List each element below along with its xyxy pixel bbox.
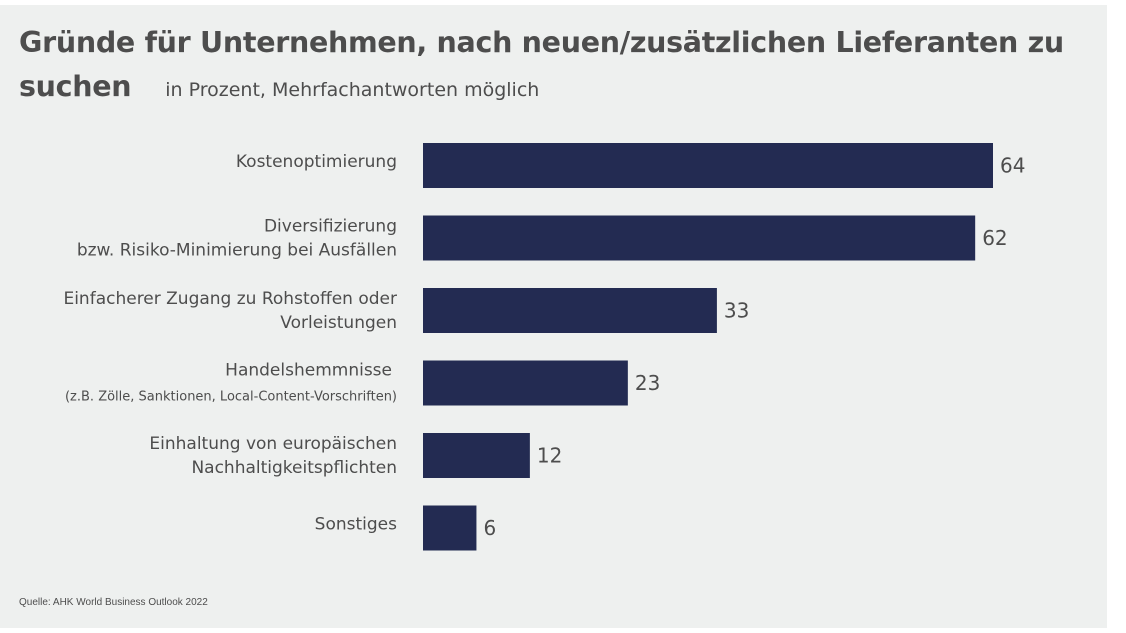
value-label-2: 33 <box>724 299 749 323</box>
bar-4 <box>423 433 530 478</box>
chart-card: Gründe für Unternehmen, nach neuen/zusät… <box>0 5 1107 628</box>
value-label-5: 6 <box>483 516 496 540</box>
category-label-2-line2: Vorleistungen <box>280 313 397 333</box>
category-label-1-line2: bzw. Risiko-Minimierung bei Ausfällen <box>77 241 397 261</box>
bar-0 <box>423 143 993 188</box>
bar-3 <box>423 360 628 406</box>
category-label-5: Sonstiges <box>315 515 397 535</box>
category-label-4-line2: Nachhaltigkeitspflichten <box>191 458 397 478</box>
category-label-4: Einhaltung von europäischen <box>149 434 397 454</box>
category-label-1: Diversifizierung <box>264 217 397 237</box>
category-label-3-line2: (z.B. Zölle, Sanktionen, Local-Content-V… <box>65 390 397 405</box>
category-label-0: Kostenoptimierung <box>236 152 397 172</box>
chart-title: Gründe für Unternehmen, nach neuen/zusät… <box>19 21 1079 112</box>
category-label-2: Einfacherer Zugang zu Rohstoffen oder <box>63 289 397 309</box>
bar-1 <box>423 215 976 261</box>
value-label-4: 12 <box>537 444 562 468</box>
plot-area: 64 Kostenoptimierung 62 Diversifizierung bzw… <box>18 115 1106 587</box>
bar-5 <box>423 505 477 551</box>
category-label-3: Handelshemmnisse <box>225 361 392 381</box>
source-note: Quelle: AHK World Business Outlook 2022 <box>19 597 208 608</box>
bar-chart: 64 Kostenoptimierung 62 Diversifizierung bzw… <box>63 143 1025 551</box>
bar-2 <box>423 288 717 333</box>
chart-subtitle: in Prozent, Mehrfachantworten möglich <box>165 79 540 101</box>
chart-title-text: Gründe für Unternehmen, nach neuen/zusät… <box>19 26 1064 103</box>
value-label-0: 64 <box>1000 154 1025 178</box>
value-label-1: 62 <box>982 226 1007 250</box>
value-label-3: 23 <box>635 371 660 395</box>
